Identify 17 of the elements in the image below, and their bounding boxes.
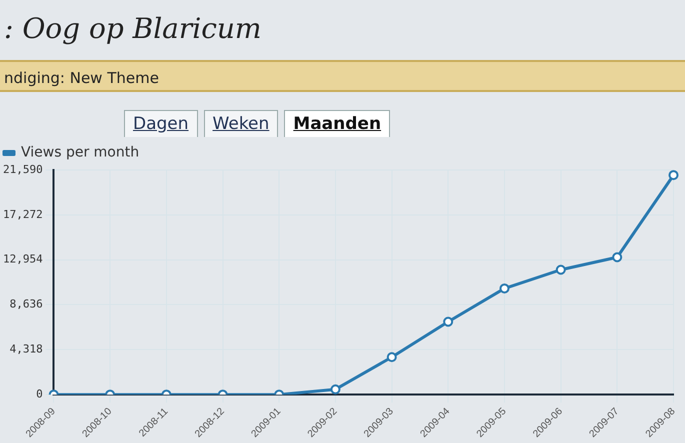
legend-label: Views per month xyxy=(21,144,140,161)
chart-title: : Oog op Blaricum xyxy=(4,12,262,45)
point xyxy=(612,252,622,262)
y-tick-label: 12,954 xyxy=(2,252,44,266)
y-tick-label: 0 xyxy=(36,387,43,400)
text: Dagen xyxy=(124,110,198,137)
y-tick-label: 8,636 xyxy=(10,298,43,311)
point xyxy=(556,264,566,275)
point xyxy=(443,316,454,327)
y-tick-label: 21,590 xyxy=(2,162,43,176)
y-tick-label: 17,272 xyxy=(2,208,43,221)
point xyxy=(668,170,679,180)
text: Maanden xyxy=(284,110,390,137)
y-tick-label: 4,318 xyxy=(10,342,43,356)
text: Weken xyxy=(204,110,278,137)
point xyxy=(499,283,510,294)
chart-subtitle: ndiging: New Theme xyxy=(0,60,685,92)
